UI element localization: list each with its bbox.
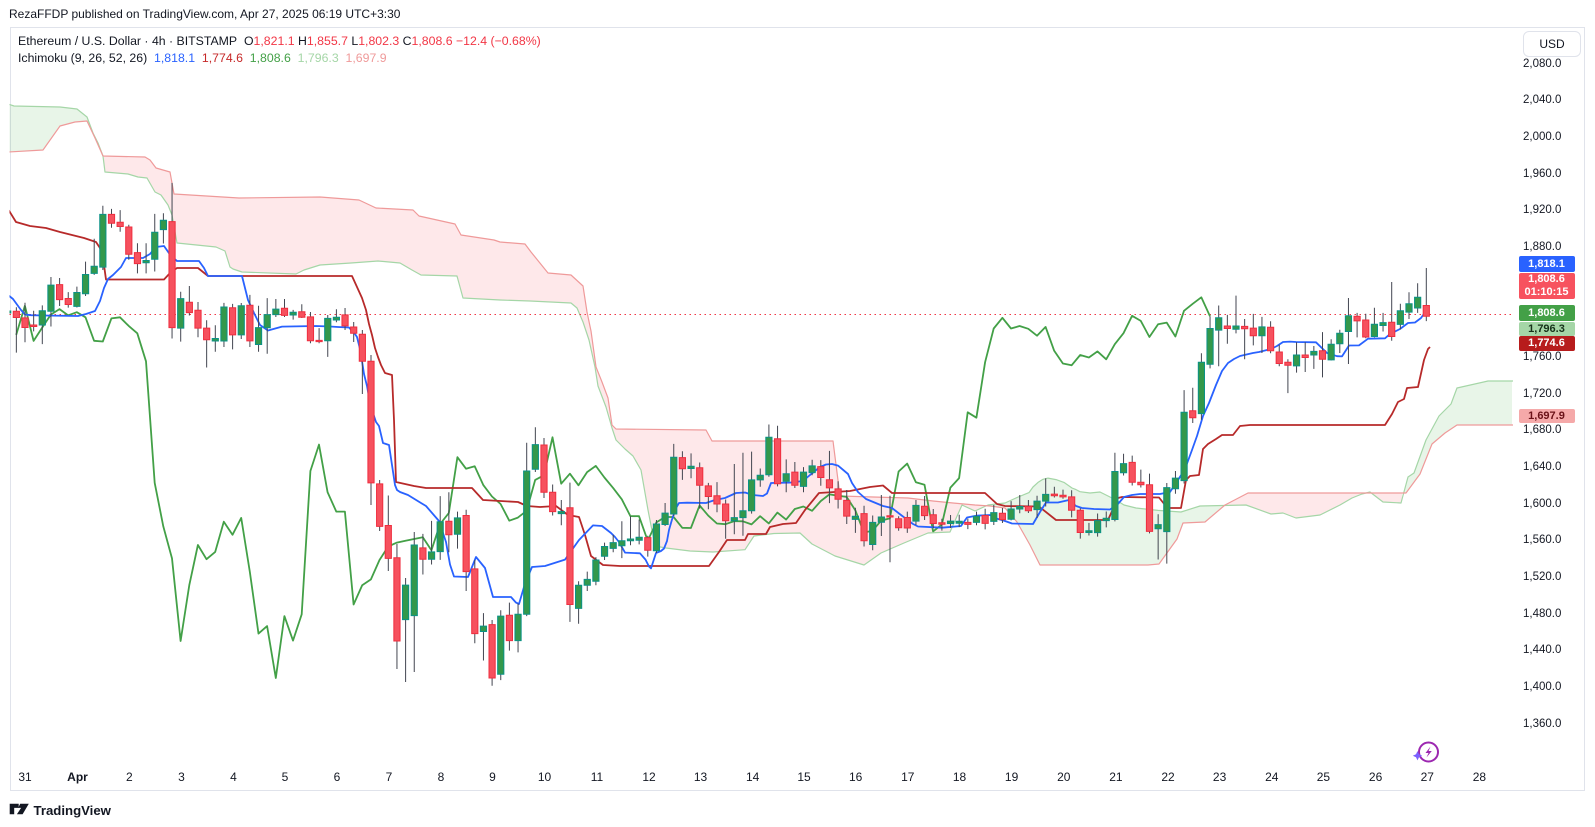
svg-text:TradingView: TradingView — [34, 803, 112, 818]
